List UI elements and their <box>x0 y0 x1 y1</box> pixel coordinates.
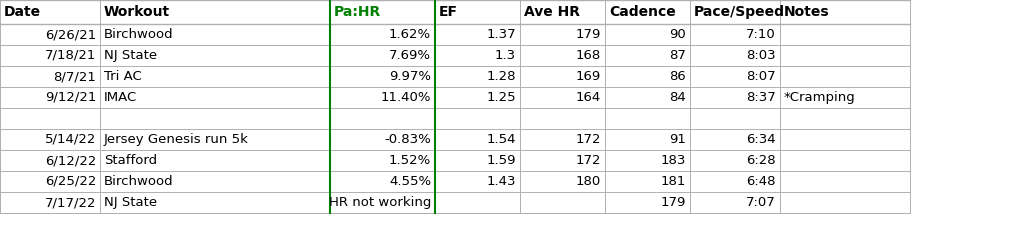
Bar <box>0 24 910 45</box>
Text: 172: 172 <box>575 154 601 167</box>
Bar <box>0 66 910 87</box>
Bar <box>0 45 910 66</box>
Text: 6/12/22: 6/12/22 <box>45 154 96 167</box>
Text: 180: 180 <box>575 175 601 188</box>
Text: Workout: Workout <box>104 5 170 19</box>
Text: 8:03: 8:03 <box>746 49 776 62</box>
Text: 179: 179 <box>575 28 601 41</box>
Text: 8/7/21: 8/7/21 <box>53 70 96 83</box>
Text: 1.43: 1.43 <box>486 175 516 188</box>
Text: Jersey Genesis run 5k: Jersey Genesis run 5k <box>104 133 249 146</box>
Text: 1.59: 1.59 <box>486 154 516 167</box>
Text: 6:48: 6:48 <box>746 175 776 188</box>
Text: 5/14/22: 5/14/22 <box>45 133 96 146</box>
Text: 91: 91 <box>669 133 686 146</box>
Text: *Cramping: *Cramping <box>784 91 856 104</box>
Text: Pa:HR: Pa:HR <box>334 5 381 19</box>
Text: 4.55%: 4.55% <box>389 175 431 188</box>
Text: Birchwood: Birchwood <box>104 28 174 41</box>
Bar <box>0 0 910 24</box>
Text: 6/25/22: 6/25/22 <box>45 175 96 188</box>
Text: NJ State: NJ State <box>104 49 157 62</box>
Bar <box>0 192 910 213</box>
Text: 172: 172 <box>575 133 601 146</box>
Text: IMAC: IMAC <box>104 91 137 104</box>
Bar <box>0 108 910 129</box>
Bar <box>0 129 910 150</box>
Text: 7/18/21: 7/18/21 <box>45 49 96 62</box>
Text: NJ State: NJ State <box>104 196 157 209</box>
Text: 6/26/21: 6/26/21 <box>45 28 96 41</box>
Text: 168: 168 <box>575 49 601 62</box>
Text: Birchwood: Birchwood <box>104 175 174 188</box>
Bar <box>0 171 910 192</box>
Text: 87: 87 <box>669 49 686 62</box>
Text: 181: 181 <box>660 175 686 188</box>
Text: 6:34: 6:34 <box>746 133 776 146</box>
Text: 1.37: 1.37 <box>486 28 516 41</box>
Bar <box>0 87 910 108</box>
Text: 1.54: 1.54 <box>486 133 516 146</box>
Text: 9.97%: 9.97% <box>389 70 431 83</box>
Text: 90: 90 <box>670 28 686 41</box>
Text: 183: 183 <box>660 154 686 167</box>
Text: Pace/Speed: Pace/Speed <box>694 5 785 19</box>
Bar <box>0 150 910 171</box>
Text: 7.69%: 7.69% <box>389 49 431 62</box>
Text: 1.3: 1.3 <box>495 49 516 62</box>
Text: 179: 179 <box>660 196 686 209</box>
Text: 7/17/22: 7/17/22 <box>44 196 96 209</box>
Text: 11.40%: 11.40% <box>381 91 431 104</box>
Text: 7:07: 7:07 <box>746 196 776 209</box>
Text: 8:07: 8:07 <box>746 70 776 83</box>
Text: Stafford: Stafford <box>104 154 157 167</box>
Text: Cadence: Cadence <box>609 5 676 19</box>
Text: 1.25: 1.25 <box>486 91 516 104</box>
Text: 7:10: 7:10 <box>746 28 776 41</box>
Text: EF: EF <box>439 5 458 19</box>
Text: 169: 169 <box>575 70 601 83</box>
Text: 86: 86 <box>670 70 686 83</box>
Text: Tri AC: Tri AC <box>104 70 141 83</box>
Text: 8:37: 8:37 <box>746 91 776 104</box>
Text: 84: 84 <box>670 91 686 104</box>
Text: 1.62%: 1.62% <box>389 28 431 41</box>
Text: 9/12/21: 9/12/21 <box>45 91 96 104</box>
Text: Ave HR: Ave HR <box>524 5 580 19</box>
Text: Notes: Notes <box>784 5 829 19</box>
Text: 6:28: 6:28 <box>746 154 776 167</box>
Text: -0.83%: -0.83% <box>384 133 431 146</box>
Text: 1.28: 1.28 <box>486 70 516 83</box>
Text: HR not working: HR not working <box>329 196 431 209</box>
Text: Date: Date <box>4 5 41 19</box>
Text: 164: 164 <box>575 91 601 104</box>
Text: 1.52%: 1.52% <box>389 154 431 167</box>
